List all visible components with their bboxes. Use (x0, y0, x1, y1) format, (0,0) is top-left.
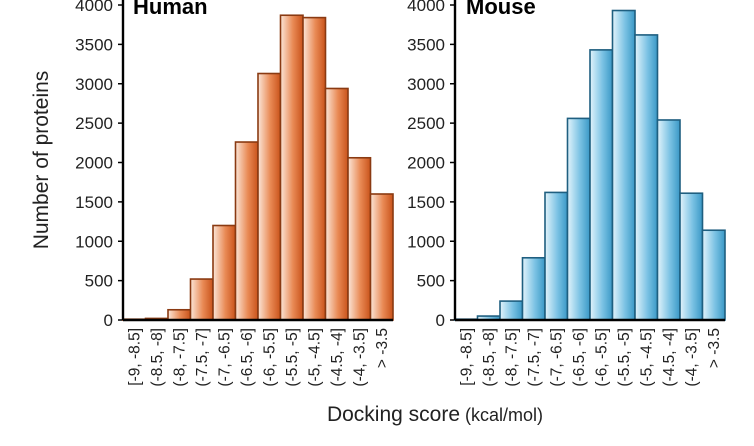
mouse-x-tick-label: (-4.5, -4] (661, 328, 678, 387)
mouse-bar (679, 192, 704, 321)
mouse-bar (634, 34, 659, 321)
human-bar (167, 308, 192, 321)
human-y-tick-label: 3500 (75, 35, 113, 54)
human-panel-title: Human (133, 0, 208, 19)
mouse-x-tick-label: (-6, -5.5] (593, 328, 610, 387)
human-bar (302, 16, 327, 321)
mouse-bar (544, 191, 569, 321)
mouse-bar (589, 49, 614, 321)
mouse-bar (566, 117, 591, 321)
human-bar (212, 224, 237, 321)
mouse-x-tick-label: (-4, -3.5] (683, 328, 700, 387)
human-y-tick-label: 3000 (75, 75, 113, 94)
mouse-histogram-panel: Mouse 0 500 1000 1500 2000 2500 3000 3500 4000 [-9… (407, 0, 726, 387)
mouse-y-tick-label: 0 (436, 311, 445, 330)
human-y-tick-label: 1000 (75, 232, 113, 251)
mouse-x-tick-label: (-8.5, -8] (481, 328, 498, 387)
human-x-tick-label: (-6.5, -6] (239, 328, 256, 387)
mouse-x-tick-label: (-8, -7.5] (503, 328, 520, 387)
mouse-y-tick-label: 4000 (407, 0, 445, 15)
human-y-tick-label: 500 (85, 272, 113, 291)
mouse-bar (656, 119, 681, 321)
human-bar (369, 193, 394, 321)
mouse-y-tick-label: 3000 (407, 75, 445, 94)
mouse-y-tick-label: 2500 (407, 114, 445, 133)
mouse-x-tick-label: (-5, -4.5] (638, 328, 655, 387)
human-x-tick-label: (-5, -4.5] (306, 328, 323, 387)
mouse-x-tick-label: (-7, -6.5] (548, 328, 565, 387)
human-x-tick-label: > -3.5 (374, 328, 391, 368)
human-bar (234, 141, 259, 321)
human-y-tick-label: 2000 (75, 154, 113, 173)
mouse-bar (701, 229, 726, 321)
mouse-y-tick-label: 500 (417, 272, 445, 291)
mouse-panel-title: Mouse (466, 0, 536, 19)
human-bar (347, 156, 372, 321)
human-bar (189, 278, 214, 321)
y-axis-title: Number of proteins (30, 71, 53, 250)
human-x-tick-label: (-7.5, -7] (194, 328, 211, 387)
human-x-tick-label: (-4.5, -4] (329, 328, 346, 387)
mouse-bar (521, 256, 546, 321)
human-x-tick-label: (-8, -7.5] (171, 328, 188, 387)
mouse-y-tick-label: 1500 (407, 193, 445, 212)
human-x-tick-label: (-7, -6.5] (216, 328, 233, 387)
human-x-tick-label: [-9, -8.5] (126, 328, 143, 386)
human-x-tick-label: (-8.5, -8] (149, 328, 166, 387)
human-y-tick-label: 1500 (75, 193, 113, 212)
human-bar (257, 72, 282, 321)
mouse-x-tick-label: [-9, -8.5] (458, 328, 475, 386)
mouse-x-tick-label: > -3.5 (706, 328, 723, 368)
mouse-x-tick-label: (-7.5, -7] (526, 328, 543, 387)
human-bar (279, 14, 304, 321)
mouse-bar (611, 9, 636, 321)
mouse-y-tick-label: 2000 (407, 154, 445, 173)
mouse-x-tick-label: (-5.5, -5] (616, 328, 633, 387)
human-x-tick-label: (-4, -3.5] (351, 328, 368, 387)
human-x-tick-label: (-5.5, -5] (284, 328, 301, 387)
x-axis-unit: (kcal/mol) (465, 405, 543, 425)
x-axis-title: Docking score (327, 403, 460, 426)
mouse-y-tick-label: 3500 (407, 35, 445, 54)
mouse-bar (499, 300, 524, 321)
human-x-tick-label: (-6, -5.5] (261, 328, 278, 387)
mouse-x-tick-label: (-6.5, -6] (571, 328, 588, 387)
human-y-tick-label: 0 (104, 311, 113, 330)
human-y-tick-label: 4000 (75, 0, 113, 15)
mouse-y-tick-label: 1000 (407, 232, 445, 251)
human-bar (324, 87, 349, 321)
human-histogram-panel: Human 0 500 1000 1500 2000 2500 3000 3500 4000 [-9… (75, 0, 394, 387)
human-y-tick-label: 2500 (75, 114, 113, 133)
